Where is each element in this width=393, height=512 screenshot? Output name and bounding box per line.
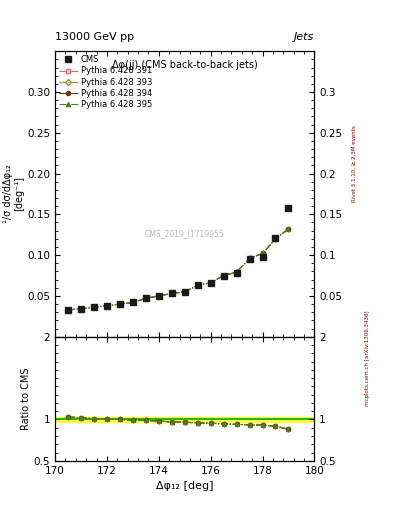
Legend: CMS, Pythia 6.428 391, Pythia 6.428 393, Pythia 6.428 394, Pythia 6.428 395: CMS, Pythia 6.428 391, Pythia 6.428 393,… xyxy=(57,54,154,111)
Bar xyxy=(55,417,314,422)
Text: Rivet 3.1.10, ≥ 2.3M events: Rivet 3.1.10, ≥ 2.3M events xyxy=(352,125,357,202)
Text: CMS_2019_I1719955: CMS_2019_I1719955 xyxy=(145,229,224,239)
Y-axis label: Ratio to CMS: Ratio to CMS xyxy=(21,368,31,430)
Y-axis label: ¹/σ dσ/dΔφ₁₂
[deg⁻¹]: ¹/σ dσ/dΔφ₁₂ [deg⁻¹] xyxy=(3,164,24,223)
Text: Δφ(jj) (CMS back-to-back jets): Δφ(jj) (CMS back-to-back jets) xyxy=(112,60,257,70)
Text: 13000 GeV pp: 13000 GeV pp xyxy=(55,32,134,42)
Text: mcplots.cern.ch [arXiv:1306.3436]: mcplots.cern.ch [arXiv:1306.3436] xyxy=(365,311,371,406)
Text: Jets: Jets xyxy=(294,32,314,42)
X-axis label: Δφ₁₂ [deg]: Δφ₁₂ [deg] xyxy=(156,481,213,491)
